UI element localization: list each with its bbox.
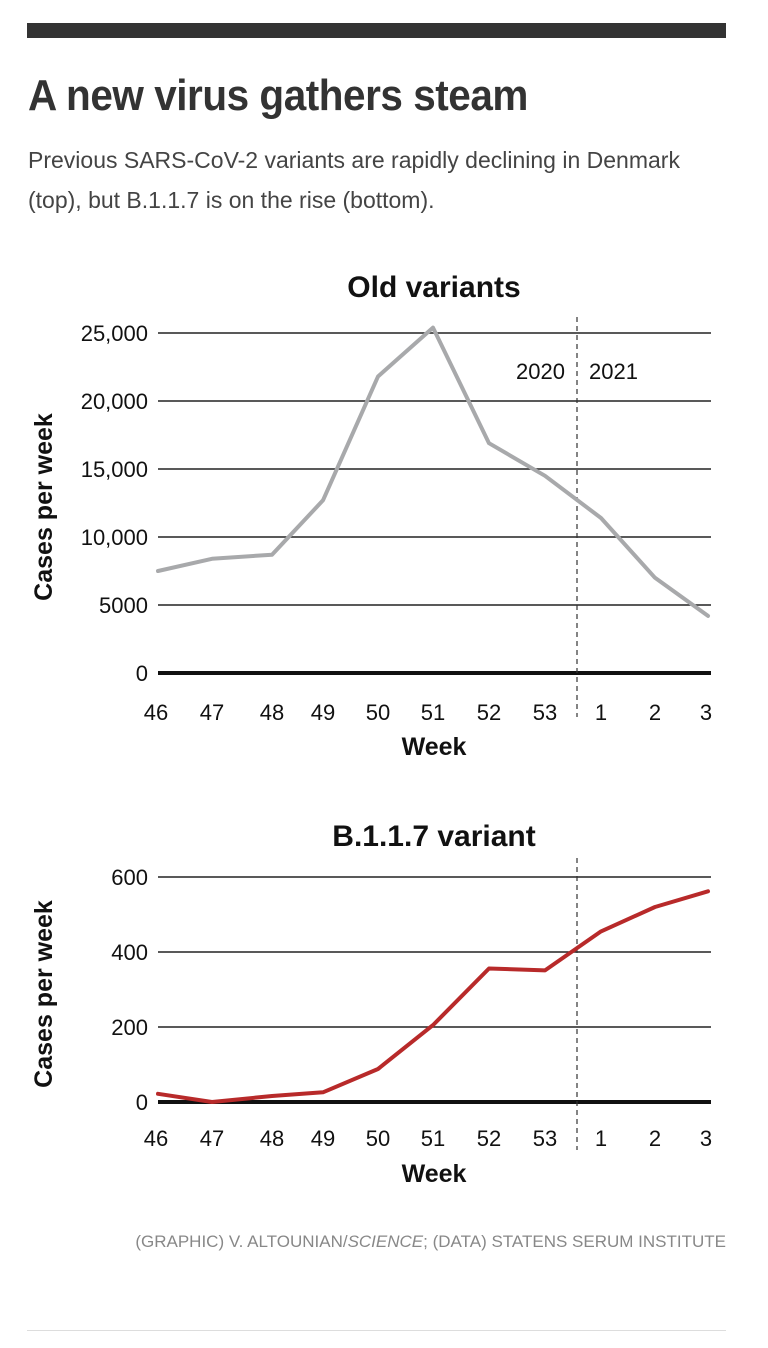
data-point	[599, 929, 604, 934]
data-point	[653, 905, 658, 910]
x-axis-title: Week	[402, 733, 467, 761]
x-tick-label: 48	[260, 700, 284, 725]
y-tick-label: 600	[111, 865, 148, 890]
x-tick-label: 53	[533, 700, 557, 725]
x-tick-label: 2	[649, 700, 661, 725]
x-tick-label: 50	[366, 1126, 390, 1151]
x-tick-label: 47	[200, 700, 224, 725]
x-tick-label: 3	[700, 700, 712, 725]
x-tick-label: 2	[649, 1126, 661, 1151]
y-axis-title: Cases per week	[30, 900, 58, 1088]
b117-variant-chart: B.1.1.7 variant 0 200 400 600 46 47 48 49 50 51 52 5…	[30, 820, 712, 1188]
x-tick-label: 46	[144, 1126, 168, 1151]
x-tick-label: 46	[144, 700, 168, 725]
series-line	[156, 889, 710, 1104]
y-axis-title: Cases per week	[30, 413, 58, 601]
bottom-rule	[27, 1330, 726, 1331]
data-point	[376, 1067, 381, 1072]
x-tick-label: 47	[200, 1126, 224, 1151]
data-point	[653, 575, 658, 580]
y-tick-label: 0	[136, 661, 148, 686]
y-tick-label: 10,000	[81, 525, 148, 550]
credit-outlet: SCIENCE	[347, 1232, 424, 1251]
series-line	[156, 325, 710, 618]
data-point	[376, 374, 381, 379]
x-axis-title: Week	[402, 1160, 467, 1188]
data-point	[270, 1094, 275, 1099]
data-point	[321, 1090, 326, 1095]
y-tick-label: 5000	[99, 593, 148, 618]
old-variants-chart: Old variants 0 5000 10,000 15,000 20,000 25,00…	[30, 271, 712, 761]
data-point	[210, 1100, 215, 1105]
credit-line: (GRAPHIC) V. ALTOUNIAN/SCIENCE; (DATA) S…	[86, 1228, 726, 1256]
page-title: A new virus gathers steam	[28, 71, 528, 120]
data-point	[270, 552, 275, 557]
top-rule	[27, 23, 726, 38]
x-tick-label: 49	[311, 1126, 335, 1151]
year-label-left: 2020	[516, 359, 565, 384]
x-tick-label: 52	[477, 1126, 501, 1151]
x-tick-label: 49	[311, 700, 335, 725]
data-point	[156, 569, 161, 574]
page-subtitle: Previous SARS-CoV-2 variants are rapidly…	[28, 147, 680, 213]
chart-title: B.1.1.7 variant	[332, 820, 535, 853]
x-tick-label: 53	[533, 1126, 557, 1151]
x-tick-label: 1	[595, 700, 607, 725]
x-tick-label: 50	[366, 700, 390, 725]
data-point	[431, 325, 436, 330]
data-point	[321, 498, 326, 503]
x-tick-label: 48	[260, 1126, 284, 1151]
data-point	[543, 968, 548, 973]
year-label-right: 2021	[589, 359, 638, 384]
data-point	[599, 515, 604, 520]
y-tick-label: 200	[111, 1015, 148, 1040]
data-point	[431, 1023, 436, 1028]
y-tick-label: 20,000	[81, 389, 148, 414]
credit-graphic: (GRAPHIC) V. ALTOUNIAN/	[135, 1232, 348, 1251]
data-point	[706, 613, 711, 618]
x-tick-label: 3	[700, 1126, 712, 1151]
data-point	[706, 889, 711, 894]
data-point	[487, 966, 492, 971]
y-tick-label: 15,000	[81, 457, 148, 482]
y-tick-label: 25,000	[81, 321, 148, 346]
x-tick-label: 1	[595, 1126, 607, 1151]
data-point	[156, 1091, 161, 1096]
chart-title: Old variants	[347, 271, 520, 304]
x-tick-label: 52	[477, 700, 501, 725]
data-point	[210, 556, 215, 561]
x-tick-label: 51	[421, 1126, 445, 1151]
x-tick-label: 51	[421, 700, 445, 725]
credit-data: ; (DATA) STATENS SERUM INSTITUTE	[423, 1232, 726, 1251]
y-tick-label: 400	[111, 940, 148, 965]
data-point	[543, 473, 548, 478]
y-tick-label: 0	[136, 1090, 148, 1115]
data-point	[487, 441, 492, 446]
